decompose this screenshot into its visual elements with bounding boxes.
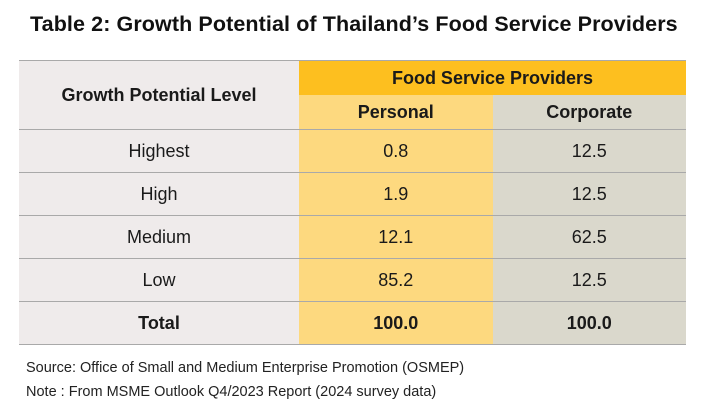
corporate-cell: 12.5 [492, 172, 686, 216]
group-header-cell: Food Service Providers [299, 60, 686, 95]
column-header-personal: Personal [299, 95, 493, 130]
level-cell: Low [19, 258, 299, 302]
table-row: Medium 12.1 62.5 [19, 215, 686, 259]
level-cell: High [19, 172, 299, 216]
column-header-corporate: Corporate [492, 95, 686, 130]
source-note: Source: Office of Small and Medium Enter… [26, 360, 465, 376]
corporate-cell: 12.5 [492, 258, 686, 302]
table-subheader-row: Personal Corporate [19, 95, 686, 130]
corporate-cell: 62.5 [492, 215, 686, 259]
table-row: Highest 0.8 12.5 [19, 129, 686, 173]
personal-cell: 12.1 [299, 215, 493, 259]
table-row: High 1.9 12.5 [19, 172, 686, 216]
row-header-cell: Growth Potential Level [19, 60, 299, 130]
total-personal-cell: 100.0 [299, 301, 493, 345]
footnote: Note : From MSME Outlook Q4/2023 Report … [26, 384, 437, 400]
level-cell: Highest [19, 129, 299, 173]
page-title: Table 2: Growth Potential of Thailand’s … [30, 12, 678, 36]
table-row: Low 85.2 12.5 [19, 258, 686, 302]
personal-cell: 1.9 [299, 172, 493, 216]
table-total-row: Total 100.0 100.0 [19, 301, 686, 345]
level-cell: Medium [19, 215, 299, 259]
total-label-cell: Total [19, 301, 299, 345]
personal-cell: 85.2 [299, 258, 493, 302]
corporate-cell: 12.5 [492, 129, 686, 173]
growth-potential-table: Growth Potential Level Food Service Prov… [19, 60, 686, 345]
personal-cell: 0.8 [299, 129, 493, 173]
total-corporate-cell: 100.0 [492, 301, 686, 345]
table-header-row: Growth Potential Level Food Service Prov… [19, 60, 686, 130]
